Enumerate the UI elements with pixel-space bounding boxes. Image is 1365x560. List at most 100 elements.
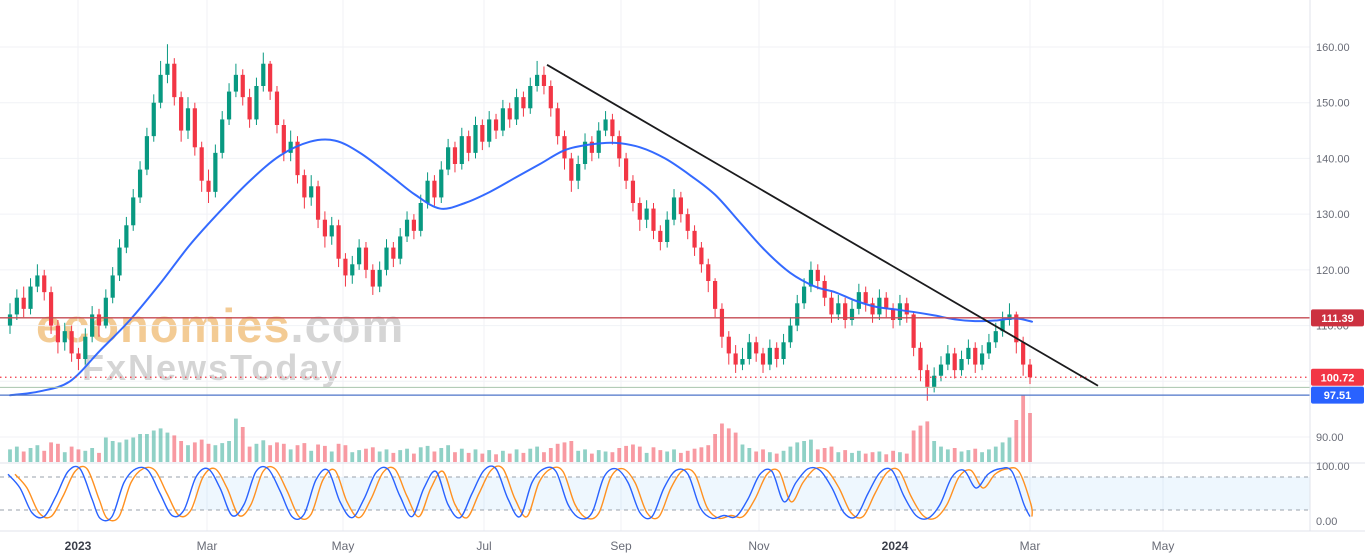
price-label-120.00: 120.00 (1316, 265, 1350, 277)
indicator-axis[interactable]: 100.00 0.00 (1316, 461, 1350, 528)
volume-bar (720, 423, 724, 462)
candle-body (685, 214, 690, 231)
volume-bar (733, 432, 738, 462)
time-label-2024: 2024 (882, 539, 909, 553)
horizontal-levels[interactable] (0, 317, 1310, 396)
candle-body (719, 308, 725, 337)
candle-body (548, 85, 553, 109)
candle-body (124, 225, 129, 248)
trendline[interactable] (546, 64, 1099, 387)
candle-body (466, 136, 471, 153)
candle-body (747, 342, 752, 359)
volume-bar (172, 435, 177, 462)
candle-body (288, 141, 293, 153)
volume-bar (665, 451, 670, 462)
volume-bar (83, 450, 88, 462)
volume-bar (562, 442, 567, 462)
candle-body (185, 108, 191, 131)
volume-bar (329, 451, 334, 462)
stoch-band-fill (195, 477, 1310, 510)
candle-body (336, 225, 341, 259)
candle-body (192, 108, 197, 148)
volume-bar (959, 451, 964, 462)
volume-bar (124, 439, 129, 462)
volume-bar (336, 443, 341, 462)
volume-bar (350, 452, 355, 462)
time-label-Mar: Mar (197, 539, 218, 553)
volume-bar (158, 428, 163, 462)
volume-bar (589, 453, 594, 462)
volume-bar (945, 449, 950, 462)
candle-body (911, 314, 916, 348)
volume-bar (35, 445, 40, 462)
time-label-Mar: Mar (1020, 539, 1041, 553)
candle-body (370, 269, 375, 287)
candle-body (302, 175, 307, 198)
volume-bar (295, 445, 300, 462)
price-label-150.00: 150.00 (1316, 98, 1350, 110)
volume-bar (952, 448, 957, 462)
volume-bar (364, 448, 368, 462)
volume-bar (220, 443, 225, 462)
volume-bar (316, 444, 320, 462)
candle-body (562, 136, 567, 159)
volume-bar (254, 443, 259, 462)
volume-bar (891, 450, 895, 462)
candle-body (309, 186, 314, 198)
candle-body (726, 336, 731, 354)
volume-bar (145, 434, 149, 462)
volume-bar (97, 452, 101, 462)
volume-bar (706, 445, 711, 462)
candle-body (637, 202, 642, 220)
candle-body (158, 74, 163, 103)
candle-body (404, 219, 410, 237)
candle-body (754, 342, 759, 354)
volume-bar (1007, 437, 1012, 462)
price-axis[interactable]: 160.00150.00140.00130.00120.00110.00100.… (1311, 42, 1364, 444)
volume-bar (28, 448, 33, 462)
candle-body (932, 375, 937, 387)
price-badge-100.72 (1311, 368, 1364, 386)
volume-bar (165, 432, 170, 462)
candle-body (801, 286, 807, 304)
candle-body (856, 292, 861, 309)
time-label-Nov: Nov (748, 539, 769, 553)
candle-body (1021, 342, 1026, 365)
candle-body (863, 292, 868, 304)
candle-body (96, 314, 102, 326)
volume-bar (870, 452, 875, 462)
candle-body (268, 63, 273, 92)
candle-body (103, 297, 108, 326)
candle-body (829, 297, 834, 315)
candle-body (897, 303, 903, 320)
volume-bar (240, 427, 245, 462)
candle-body (788, 325, 793, 343)
volume-bar (521, 452, 526, 462)
candle-body (760, 353, 766, 365)
volume-bar (624, 445, 629, 462)
volume-bar (453, 452, 457, 462)
volume-bar (795, 442, 800, 462)
volume-bar (596, 450, 601, 462)
volume-bar (726, 428, 731, 462)
candle-body (569, 158, 574, 181)
price-badge-111.39 (1311, 309, 1364, 327)
volume-bar (480, 453, 485, 462)
volume-bar (76, 449, 81, 462)
volume-bar (377, 451, 382, 462)
candle-body (671, 197, 677, 220)
volume-bar (199, 439, 204, 462)
time-label-2023: 2023 (65, 539, 92, 553)
candle-body (535, 74, 540, 86)
volume-bar (528, 448, 533, 462)
volume-bar (357, 450, 362, 462)
time-axis[interactable]: 2023 Mar May Jul Sep Nov 2024 Mar May (65, 539, 1175, 553)
descending-trendline[interactable] (546, 64, 1099, 387)
volume-bar (473, 449, 478, 462)
candle-body (986, 342, 992, 354)
candle-body (343, 258, 348, 276)
candle-body (877, 297, 882, 315)
candle-body (849, 308, 855, 320)
candle-body (411, 219, 416, 231)
